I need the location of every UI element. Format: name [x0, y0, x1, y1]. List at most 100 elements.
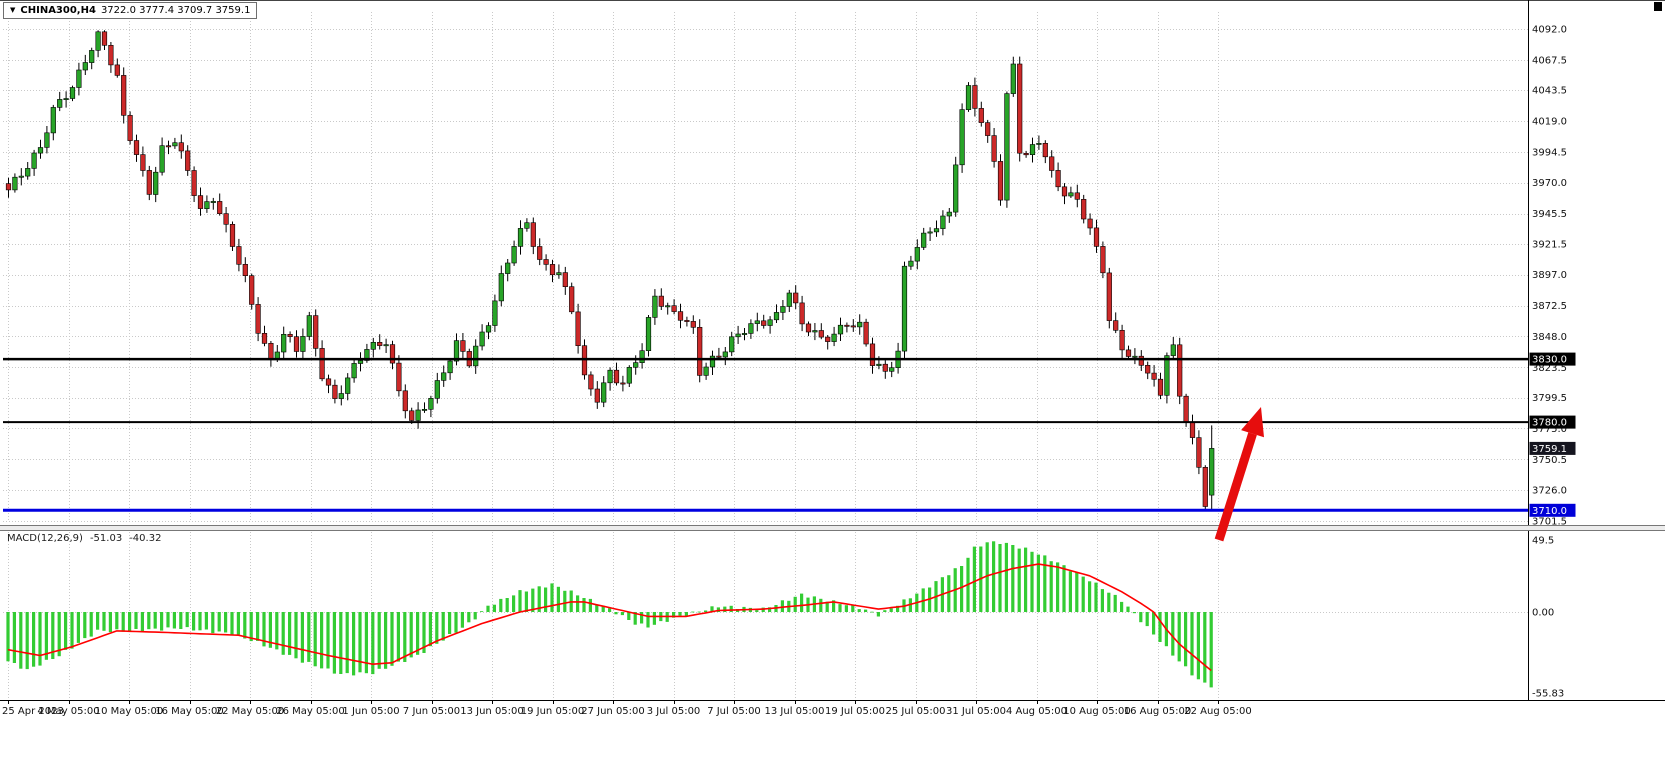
- buy-signal-arrow[interactable]: [1214, 407, 1264, 542]
- candle-down: [1196, 437, 1202, 468]
- candle-down: [223, 213, 229, 225]
- candle-down: [191, 170, 197, 196]
- macd-histogram-bar: [1196, 612, 1200, 680]
- macd-histogram-bar: [371, 612, 375, 675]
- candle-up: [511, 246, 517, 264]
- macd-histogram-bar: [268, 612, 272, 648]
- macd-histogram-bar: [473, 612, 477, 620]
- macd-histogram-bar: [652, 612, 656, 625]
- price-tag-label: 3830.0: [1532, 355, 1567, 366]
- symbol-name: CHINA300,H4: [20, 5, 96, 16]
- macd-histogram-bar: [467, 612, 471, 623]
- candle-down: [1042, 143, 1048, 158]
- candle-up: [959, 109, 965, 166]
- macd-histogram-bar: [172, 612, 176, 629]
- candle-down: [1087, 218, 1093, 229]
- macd-histogram-bar: [1177, 612, 1181, 662]
- symbol-dropdown-icon[interactable]: ▼: [10, 6, 16, 14]
- macd-histogram-bar: [537, 586, 541, 612]
- candle-up: [786, 292, 792, 307]
- price-axis-label: 3945.5: [1532, 209, 1567, 220]
- candle-up: [901, 265, 908, 352]
- macd-histogram-bar: [582, 598, 586, 612]
- candle-up: [729, 336, 735, 353]
- candle-up: [524, 222, 530, 229]
- candle-up: [741, 333, 748, 335]
- candle-up: [665, 305, 671, 308]
- candle-up: [652, 295, 658, 318]
- macd-histogram-bar: [96, 612, 100, 630]
- candle-down: [242, 263, 248, 276]
- macd-histogram-bar: [1049, 561, 1053, 612]
- candle-up: [933, 228, 940, 233]
- macd-histogram-bar: [320, 612, 324, 669]
- time-axis-label: 22 Aug 05:00: [1184, 706, 1251, 717]
- symbol-ohlc-values: 3722.0 3777.4 3709.7 3759.1: [100, 5, 251, 16]
- macd-histogram-bar: [800, 593, 804, 612]
- candle-down: [1106, 272, 1112, 321]
- symbol-title-box[interactable]: ▼ CHINA300,H4 3722.0 3777.4 3709.7 3759.…: [3, 2, 258, 19]
- macd-name: MACD(12,26,9): [7, 533, 83, 544]
- macd-histogram-bar: [889, 608, 893, 612]
- macd-histogram-bar: [755, 610, 759, 612]
- time-axis-label: 4 Aug 05:00: [1006, 706, 1067, 717]
- macd-histogram-bar: [1139, 612, 1143, 623]
- candle-up: [1010, 63, 1016, 94]
- macd-histogram-bar: [1184, 612, 1188, 667]
- macd-histogram-bar: [992, 541, 996, 612]
- macd-histogram-bar: [492, 604, 496, 612]
- macd-histogram-bar: [390, 612, 394, 666]
- candle-up: [748, 323, 754, 334]
- macd-histogram-bar: [512, 595, 516, 612]
- time-axis-label: 13 Jun 05:00: [460, 706, 524, 717]
- macd-histogram-bar: [486, 605, 490, 612]
- macd-histogram-bar: [505, 598, 509, 612]
- macd-histogram-bar: [384, 612, 388, 669]
- candle-down: [850, 325, 856, 328]
- candle-down: [671, 305, 677, 312]
- macd-axis-label: -55.83: [1532, 689, 1564, 700]
- candle-up: [921, 232, 927, 248]
- price-axis-label: 3823.5: [1532, 363, 1567, 374]
- macd-signal-line: [7, 563, 1212, 672]
- macd-histogram-bar: [396, 612, 400, 662]
- macd-histogram-bar: [460, 612, 464, 628]
- macd-histogram-bar: [518, 590, 522, 612]
- macd-histogram-bar: [19, 612, 23, 669]
- candle-up: [57, 99, 63, 108]
- candle-up: [735, 333, 741, 338]
- candle-up: [780, 306, 786, 313]
- macd-histogram-bar: [1030, 551, 1034, 612]
- price-axis-label: 3848.0: [1532, 332, 1567, 343]
- macd-histogram-bar: [678, 612, 682, 616]
- macd-histogram-bar: [403, 612, 407, 662]
- time-axis-label: 16 Aug 05:00: [1124, 706, 1191, 717]
- candle-up: [159, 145, 165, 173]
- macd-main-value: -51.03: [89, 533, 123, 544]
- price-axis-label: 4043.5: [1532, 86, 1567, 97]
- macd-histogram-bar: [1068, 571, 1072, 612]
- candle-down: [1145, 364, 1151, 374]
- candle-up: [914, 247, 920, 262]
- candle-up: [300, 336, 306, 352]
- macd-histogram-bar: [947, 575, 951, 612]
- signal-arrow-head: [1241, 407, 1264, 438]
- candle-up: [831, 333, 837, 342]
- macd-histogram-bar: [550, 583, 554, 612]
- candle-down: [236, 246, 242, 265]
- price-tag: [1529, 503, 1576, 517]
- candle-down: [575, 311, 581, 346]
- macd-histogram-bar: [627, 612, 631, 620]
- candle-down: [1183, 395, 1189, 423]
- macd-histogram-bar: [211, 612, 215, 634]
- candle-down: [185, 150, 191, 171]
- price-axis-label: 3726.0: [1532, 486, 1567, 497]
- panel-splitter[interactable]: [0, 526, 1665, 530]
- candle-down: [249, 275, 255, 305]
- candle-down: [863, 321, 869, 345]
- macd-histogram-bar: [857, 609, 861, 612]
- macd-histogram-bar: [441, 612, 445, 641]
- candle-up: [1209, 448, 1215, 496]
- candle-down: [1017, 63, 1023, 154]
